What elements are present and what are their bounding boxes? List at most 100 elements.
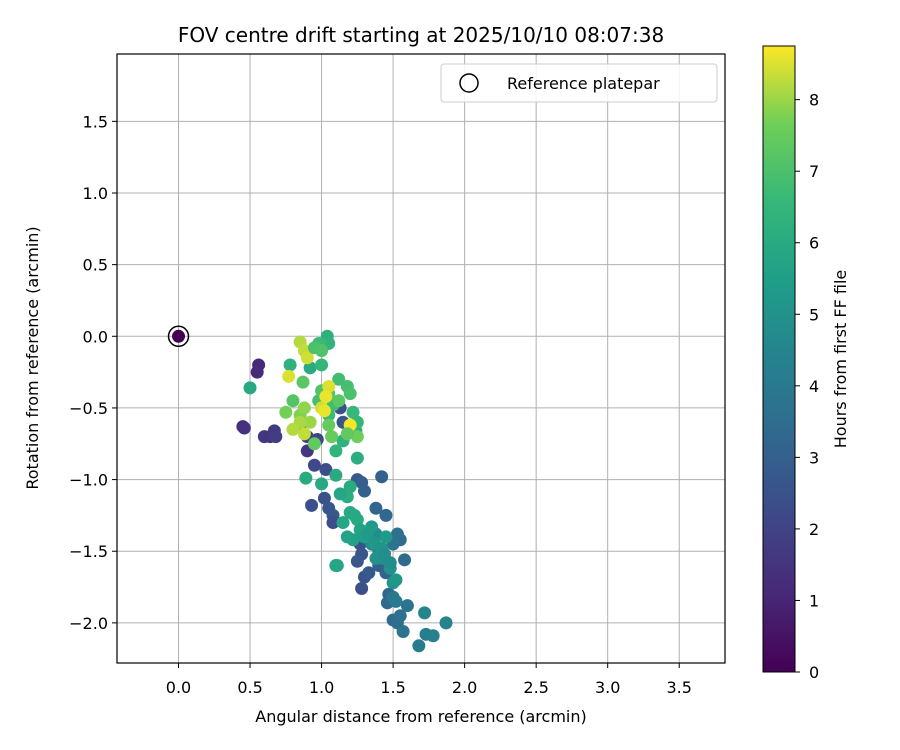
data-point — [379, 530, 393, 544]
data-point — [350, 554, 364, 568]
x-tick-label: 0.5 — [237, 678, 262, 697]
legend-label: Reference platepar — [507, 74, 660, 93]
grid — [117, 54, 725, 663]
y-axis-label: Rotation from reference (arcmin) — [23, 226, 42, 489]
data-point — [322, 418, 336, 432]
data-point — [307, 458, 321, 472]
colorbar-tick-label: 5 — [809, 305, 819, 324]
data-point — [305, 498, 319, 512]
data-point — [299, 471, 313, 485]
data-point — [369, 501, 383, 515]
x-tick-label: 2.5 — [523, 678, 548, 697]
data-point — [360, 527, 374, 541]
y-tick-label: 1.0 — [83, 184, 108, 203]
data-point — [396, 624, 410, 638]
chart-title: FOV centre drift starting at 2025/10/10 … — [178, 23, 664, 47]
data-point — [269, 430, 283, 444]
data-point — [332, 372, 346, 386]
data-point — [383, 556, 397, 570]
data-point — [307, 437, 321, 451]
legend-box — [440, 63, 718, 103]
colorbar — [762, 45, 796, 673]
data-point — [297, 427, 311, 441]
y-axis-ticks: 1.5 1.0 0.5 0.0 −0.5 −1.0 −1.5 −2.0 — [69, 112, 117, 633]
data-point — [315, 344, 329, 358]
data-point — [355, 581, 369, 595]
data-point — [329, 468, 343, 482]
data-point — [330, 559, 344, 573]
x-tick-label: 0.0 — [166, 678, 191, 697]
data-points — [236, 329, 453, 653]
data-point — [357, 484, 371, 498]
colorbar-tick-label: 8 — [809, 91, 819, 110]
data-point — [375, 470, 389, 484]
data-point — [379, 508, 393, 522]
y-tick-label: −1.0 — [69, 471, 108, 490]
data-point — [317, 491, 331, 505]
x-axis-ticks: 0.0 0.5 1.0 1.5 2.0 2.5 3.0 3.5 — [166, 663, 692, 697]
data-point — [286, 422, 300, 436]
y-tick-label: −0.5 — [69, 399, 108, 418]
data-point — [343, 480, 357, 494]
data-point — [347, 508, 361, 522]
plot-frame — [116, 53, 726, 664]
data-point — [333, 487, 347, 501]
data-point — [282, 369, 296, 383]
data-point — [303, 361, 317, 375]
data-point — [329, 444, 343, 458]
data-point — [426, 629, 440, 643]
colorbar-tick-label: 1 — [809, 591, 819, 610]
legend-marker-icon — [459, 73, 479, 93]
data-point — [418, 606, 432, 620]
data-point — [237, 421, 251, 435]
colorbar-tick-label: 2 — [809, 520, 819, 539]
data-point — [322, 379, 336, 393]
data-point — [350, 451, 364, 465]
colorbar-label: Hours from first FF file — [831, 270, 850, 449]
data-point — [283, 358, 297, 372]
colorbar-tick-label: 4 — [809, 377, 819, 396]
x-tick-label: 3.0 — [595, 678, 620, 697]
colorbar-tick-label: 6 — [809, 234, 819, 253]
data-point — [336, 516, 350, 530]
data-point — [317, 404, 331, 418]
data-point — [350, 430, 364, 444]
data-point — [279, 405, 293, 419]
data-point — [315, 477, 329, 491]
data-point — [243, 381, 257, 395]
y-tick-label: 0.0 — [83, 327, 108, 346]
x-tick-label: 2.0 — [452, 678, 477, 697]
data-point — [389, 594, 403, 608]
data-point — [286, 394, 300, 408]
data-point — [346, 405, 360, 419]
data-point — [326, 516, 340, 530]
x-tick-label: 1.0 — [309, 678, 334, 697]
y-tick-label: 1.5 — [83, 112, 108, 131]
data-point — [400, 599, 414, 613]
colorbar-tick-label: 3 — [809, 448, 819, 467]
data-point — [296, 375, 310, 389]
x-tick-label: 3.5 — [666, 678, 691, 697]
colorbar-ticks: 0 1 2 3 4 5 6 7 8 — [795, 91, 819, 682]
data-point — [362, 566, 376, 580]
reference-marker — [167, 325, 190, 348]
data-point — [340, 427, 354, 441]
data-point — [319, 463, 333, 477]
colorbar-tick-label: 7 — [809, 162, 819, 181]
data-point — [343, 387, 357, 401]
y-tick-label: −2.0 — [69, 614, 108, 633]
reference-point — [172, 329, 186, 343]
data-point — [389, 573, 403, 587]
data-point — [439, 616, 453, 630]
data-point — [340, 530, 354, 544]
y-tick-label: −1.5 — [69, 542, 108, 561]
colorbar-tick-label: 0 — [809, 663, 819, 682]
x-axis-label: Angular distance from reference (arcmin) — [255, 707, 586, 726]
data-point — [297, 401, 311, 415]
x-tick-label: 1.5 — [380, 678, 405, 697]
data-point — [390, 527, 404, 541]
y-tick-label: 0.5 — [83, 256, 108, 275]
data-point — [303, 415, 317, 429]
data-point — [315, 358, 329, 372]
